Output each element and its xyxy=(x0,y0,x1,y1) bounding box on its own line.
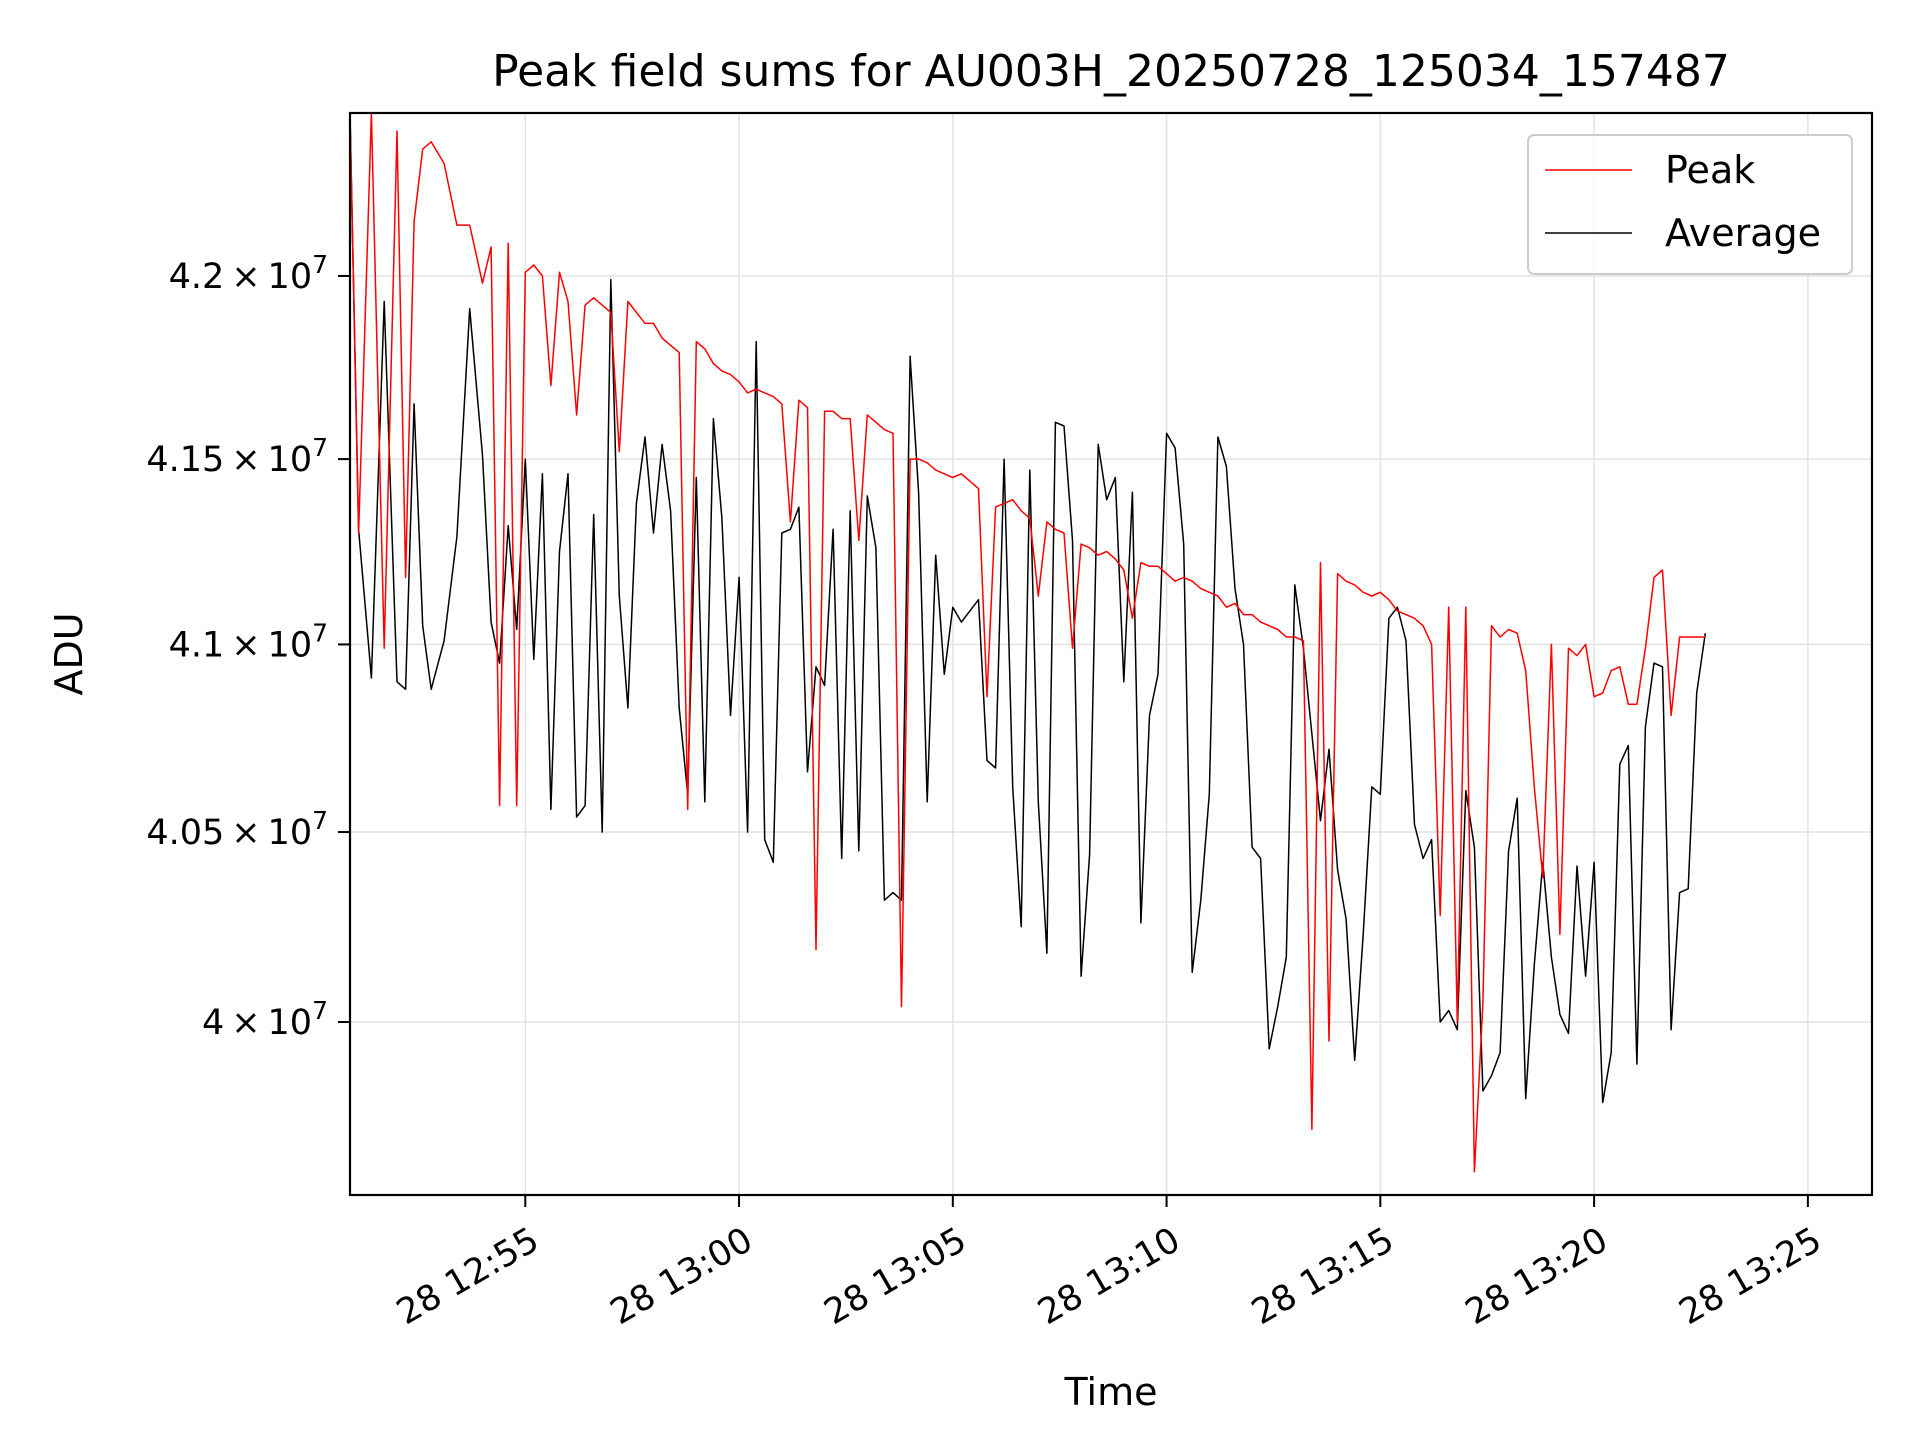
y-tick-label: 4.2 × 107 xyxy=(169,250,328,297)
legend-label-peak: Peak xyxy=(1665,148,1755,192)
x-tick-label: 28 13:15 xyxy=(1245,1220,1401,1333)
series-line-peak xyxy=(349,112,1706,1173)
chart-title: Peak field sums for AU003H_20250728_1250… xyxy=(492,46,1730,97)
y-tick-label: 4 × 107 xyxy=(202,996,328,1043)
y-tick-label: 4.15 × 107 xyxy=(146,433,328,480)
series-line-average xyxy=(349,112,1707,1104)
y-tick-label: 4.1 × 107 xyxy=(169,618,328,665)
legend-label-average: Average xyxy=(1665,211,1821,255)
x-axis-ticks: 28 12:55 28 13:00 28 13:05 28 13:10 28 13:15… xyxy=(390,1195,1828,1333)
x-tick-label: 28 13:25 xyxy=(1673,1220,1829,1333)
y-tick-label: 4.05 × 107 xyxy=(146,806,328,853)
y-axis-ticks: 4 × 107 4.05 × 107 4.1 × 107 4.15 × 107 4.2 … xyxy=(146,250,350,1043)
x-axis-label: Time xyxy=(1064,1370,1158,1414)
y-axis-label: ADU xyxy=(47,612,91,695)
legend: Peak Average xyxy=(1527,134,1853,275)
series-lines xyxy=(349,112,1707,1173)
plot-frame xyxy=(348,111,1874,1197)
x-tick-label: 28 13:05 xyxy=(818,1220,974,1333)
x-tick-label: 28 13:20 xyxy=(1459,1220,1615,1333)
x-tick-label: 28 12:55 xyxy=(390,1220,546,1333)
grid xyxy=(350,113,1872,1195)
x-tick-label: 28 13:10 xyxy=(1032,1220,1188,1333)
x-tick-label: 28 13:00 xyxy=(604,1220,760,1333)
